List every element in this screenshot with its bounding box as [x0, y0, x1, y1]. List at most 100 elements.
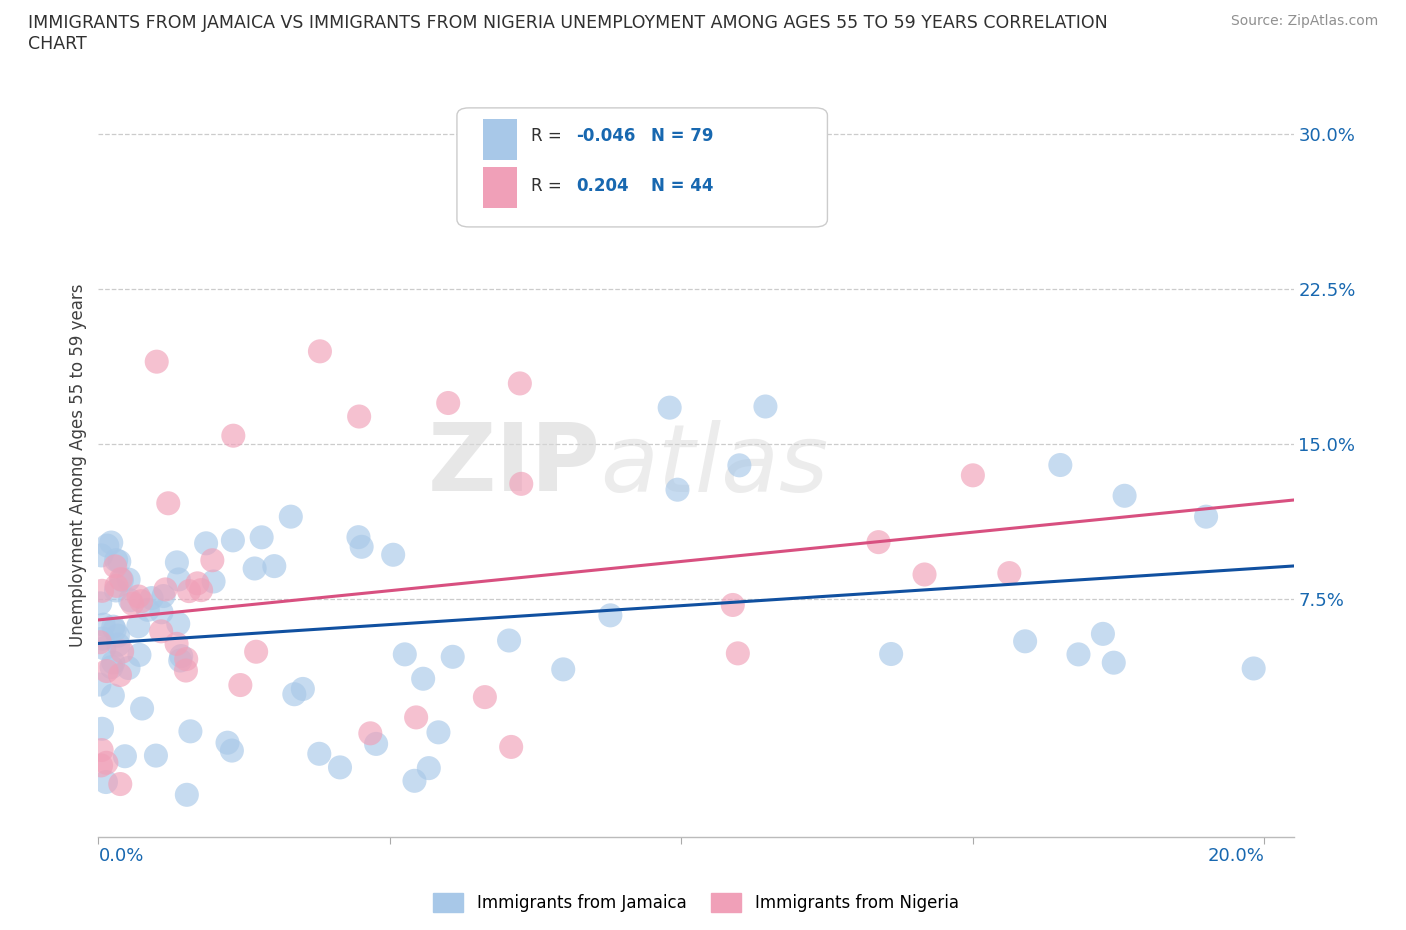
Point: [195, 536, 218, 551]
Point: [169, 653, 191, 668]
Point: [117, 572, 139, 587]
Point: [176, 788, 198, 803]
Point: [167, 572, 190, 587]
Point: [166, 636, 188, 651]
Point: [89, 677, 111, 692]
Point: [128, 647, 150, 662]
Point: [405, 710, 427, 724]
Point: [91, 631, 114, 646]
Point: [728, 458, 751, 472]
Bar: [484, 167, 517, 208]
Point: [350, 539, 373, 554]
Point: [202, 574, 225, 589]
Point: [179, 724, 201, 738]
Point: [91, 722, 114, 737]
Point: [1243, 661, 1265, 676]
Point: [229, 678, 252, 693]
Text: 0.204: 0.204: [576, 177, 628, 195]
Point: [1067, 647, 1090, 662]
Point: [222, 533, 245, 548]
Point: [111, 644, 134, 659]
Point: [998, 565, 1021, 580]
Point: [90, 743, 112, 758]
Point: [474, 690, 496, 705]
Point: [100, 535, 122, 550]
Bar: [484, 119, 517, 160]
Point: [553, 662, 575, 677]
Point: [150, 604, 173, 619]
Point: [868, 535, 890, 550]
Point: [152, 589, 174, 604]
Point: [217, 736, 239, 751]
Point: [498, 633, 520, 648]
Point: [308, 747, 330, 762]
Point: [404, 774, 426, 789]
Point: [105, 552, 128, 567]
Point: [1114, 488, 1136, 503]
Point: [96, 755, 118, 770]
Text: -0.046: -0.046: [576, 127, 636, 145]
Point: [382, 548, 405, 563]
Point: [110, 777, 132, 791]
Point: [880, 646, 903, 661]
Point: [658, 400, 681, 415]
Point: [108, 554, 131, 569]
Point: [117, 660, 139, 675]
Point: [150, 624, 173, 639]
Point: [599, 608, 621, 623]
Point: [329, 760, 352, 775]
Point: [914, 567, 936, 582]
Point: [141, 591, 163, 605]
Point: [309, 344, 332, 359]
Point: [245, 644, 267, 659]
Point: [721, 598, 744, 613]
Point: [222, 428, 245, 443]
Point: [1014, 634, 1036, 649]
Point: [103, 655, 125, 670]
Point: [104, 559, 127, 574]
Text: Source: ZipAtlas.com: Source: ZipAtlas.com: [1230, 14, 1378, 28]
Point: [177, 584, 200, 599]
Point: [394, 647, 416, 662]
Point: [136, 603, 159, 618]
Point: [104, 622, 127, 637]
Y-axis label: Unemployment Among Ages 55 to 59 years: Unemployment Among Ages 55 to 59 years: [69, 284, 87, 646]
Point: [107, 628, 129, 643]
Text: atlas: atlas: [600, 419, 828, 511]
Point: [96, 664, 118, 679]
Point: [93, 618, 115, 632]
Point: [91, 583, 114, 598]
Text: R =: R =: [531, 177, 572, 195]
Point: [127, 618, 149, 633]
Point: [89, 596, 111, 611]
Point: [167, 617, 190, 631]
Point: [105, 578, 128, 593]
Text: N = 44: N = 44: [651, 177, 713, 195]
Text: 0.0%: 0.0%: [98, 847, 143, 865]
Text: 20.0%: 20.0%: [1208, 847, 1264, 865]
Point: [104, 583, 127, 598]
Point: [89, 635, 111, 650]
Point: [347, 409, 370, 424]
Text: N = 79: N = 79: [651, 127, 713, 145]
Point: [727, 646, 749, 661]
Point: [1195, 510, 1218, 525]
Point: [145, 748, 167, 763]
Point: [129, 593, 152, 608]
Point: [107, 637, 129, 652]
Point: [666, 483, 689, 498]
Point: [437, 395, 460, 410]
Point: [283, 686, 305, 701]
Point: [962, 468, 984, 483]
Point: [128, 589, 150, 604]
Point: [347, 530, 370, 545]
Point: [170, 648, 193, 663]
Point: [510, 476, 533, 491]
FancyBboxPatch shape: [457, 108, 827, 227]
Point: [441, 649, 464, 664]
Point: [94, 775, 117, 790]
Point: [291, 682, 314, 697]
Point: [121, 596, 143, 611]
Point: [114, 749, 136, 764]
Point: [418, 761, 440, 776]
